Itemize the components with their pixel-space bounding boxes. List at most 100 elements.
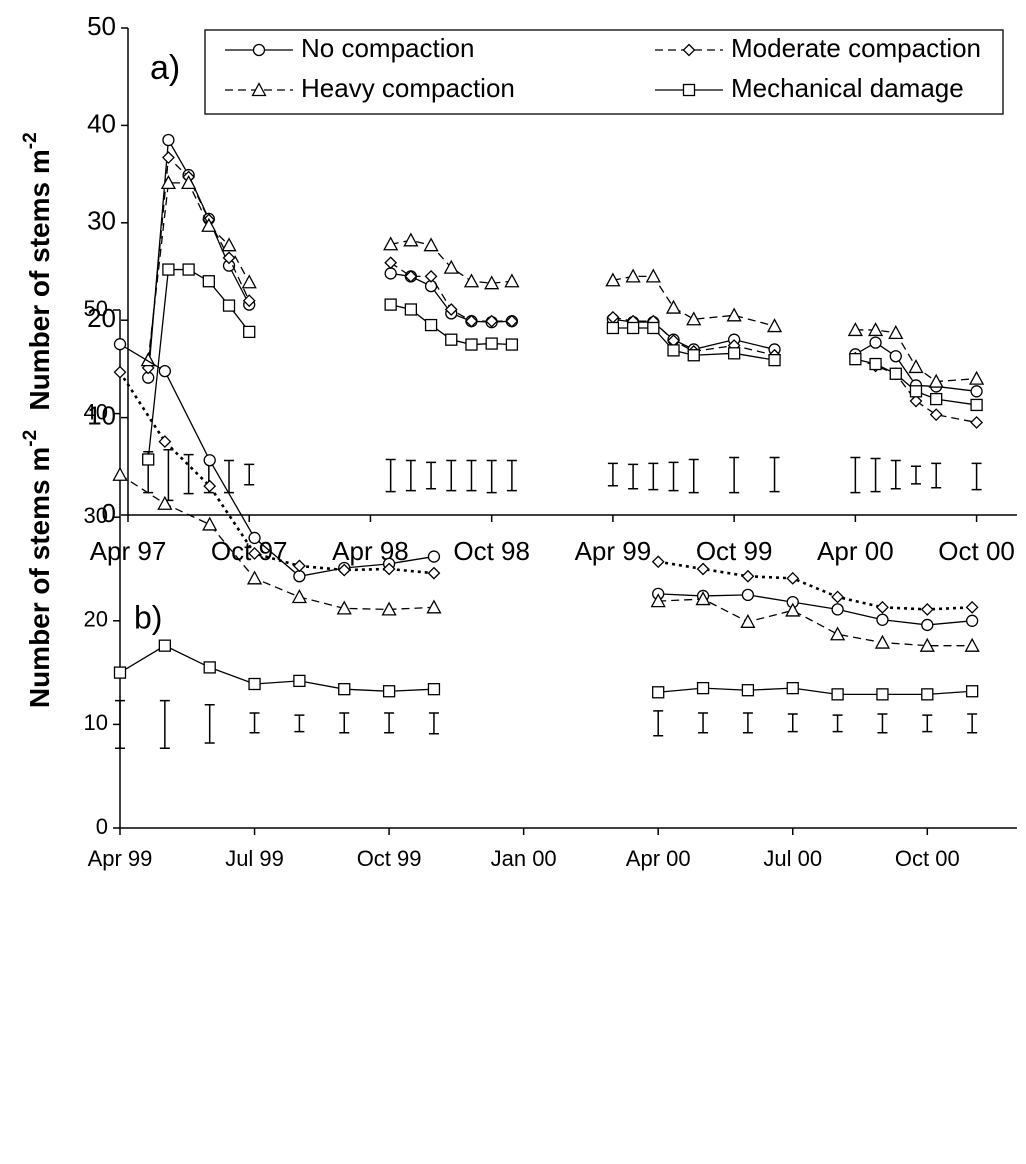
- error-bar: [159, 699, 170, 749]
- data-point: [831, 688, 844, 701]
- error-bar: [648, 462, 659, 491]
- x-tick-label: Oct 99: [696, 536, 773, 566]
- data-point: [625, 268, 641, 283]
- panel-label: a): [150, 49, 180, 87]
- panel-label: b): [134, 599, 162, 635]
- series-line: [658, 687, 973, 696]
- y-tick-label: 40: [84, 399, 108, 424]
- data-point: [505, 314, 519, 328]
- error-bar: [385, 458, 396, 493]
- data-point: [203, 479, 217, 493]
- series-line: [119, 644, 434, 692]
- data-point: [404, 269, 418, 283]
- data-point: [382, 685, 396, 698]
- data-point: [427, 566, 441, 580]
- data-point: [606, 321, 620, 335]
- data-point: [741, 684, 755, 697]
- data-point: [686, 311, 702, 326]
- error-bar: [688, 458, 699, 494]
- data-point: [647, 321, 660, 335]
- data-point: [465, 314, 478, 328]
- error-bar: [426, 461, 437, 490]
- y-axis-title: Number of stems m-2: [20, 132, 55, 410]
- data-point: [786, 571, 800, 585]
- error-bar: [405, 459, 416, 492]
- data-point: [970, 385, 983, 398]
- data-point: [485, 337, 498, 350]
- legend-label: Moderate compaction: [731, 33, 981, 63]
- error-bar: [870, 457, 881, 493]
- data-point: [113, 365, 127, 379]
- error-bar: [922, 714, 933, 733]
- x-tick-label: Oct 99: [357, 846, 422, 871]
- data-point: [162, 133, 175, 147]
- data-point: [248, 531, 261, 545]
- data-point: [930, 392, 943, 406]
- error-bar: [931, 462, 942, 489]
- data-point: [964, 637, 980, 652]
- data-point: [182, 263, 195, 276]
- data-point: [181, 175, 197, 190]
- error-bar: [653, 710, 664, 737]
- data-point: [443, 259, 459, 274]
- data-point: [888, 324, 904, 340]
- data-point: [687, 349, 700, 362]
- data-point: [112, 466, 128, 481]
- data-point: [248, 677, 261, 691]
- series-line: [147, 182, 250, 361]
- data-point: [665, 299, 682, 314]
- series-line: [147, 268, 250, 460]
- data-point: [383, 236, 399, 251]
- error-bar: [294, 714, 305, 733]
- error-bar: [249, 712, 260, 734]
- data-point: [626, 321, 640, 335]
- error-bar: [971, 462, 982, 491]
- data-point: [965, 600, 979, 614]
- y-tick-label: 10: [87, 400, 116, 430]
- error-bar: [850, 456, 861, 494]
- data-point: [465, 338, 478, 351]
- y-tick-label: 10: [84, 710, 108, 735]
- data-point: [158, 364, 172, 378]
- data-point: [766, 318, 783, 333]
- data-point: [445, 333, 458, 346]
- data-point: [908, 359, 924, 374]
- error-bar: [787, 713, 798, 733]
- x-tick-label: Apr 99: [88, 846, 153, 871]
- data-point: [505, 338, 519, 351]
- data-point: [161, 151, 175, 164]
- series-line: [657, 560, 973, 611]
- data-point: [921, 688, 934, 701]
- x-tick-label: Jul 99: [225, 846, 284, 871]
- data-point: [158, 639, 172, 652]
- data-point: [203, 661, 216, 674]
- y-tick-label: 20: [87, 303, 116, 333]
- error-bar: [742, 712, 753, 734]
- data-point: [867, 322, 884, 337]
- data-point: [831, 590, 845, 604]
- legend-swatch-marker: [682, 83, 696, 97]
- data-point: [869, 357, 882, 371]
- data-point: [463, 273, 480, 288]
- data-point: [831, 603, 844, 616]
- data-point: [785, 602, 801, 617]
- data-point: [384, 267, 397, 280]
- data-point: [869, 336, 882, 349]
- error-bar: [967, 713, 978, 734]
- data-point: [889, 350, 902, 363]
- x-tick-label: Oct 00: [938, 536, 1015, 566]
- x-tick-label: Oct 00: [895, 846, 960, 871]
- y-tick-label: 30: [87, 206, 116, 236]
- legend-swatch-marker: [682, 43, 696, 57]
- data-point: [338, 683, 351, 696]
- data-point: [162, 263, 175, 276]
- data-point: [968, 370, 985, 385]
- x-tick-label: Apr 98: [332, 536, 409, 566]
- data-point: [696, 562, 710, 576]
- error-bar: [466, 459, 477, 492]
- y-axis-title-text: Number of stems m: [24, 447, 55, 708]
- data-point: [741, 588, 755, 602]
- series-line: [147, 156, 250, 368]
- data-point: [928, 373, 944, 388]
